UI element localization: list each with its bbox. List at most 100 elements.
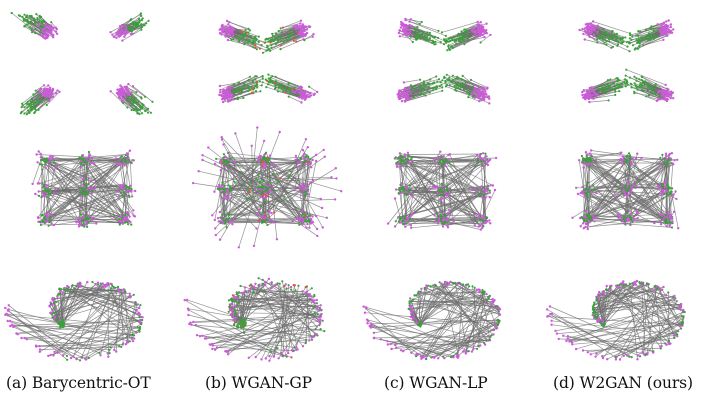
generated-point	[255, 75, 258, 78]
transport-line	[20, 95, 45, 114]
generated-point	[86, 225, 89, 228]
generated-point	[446, 188, 449, 192]
target-point	[47, 99, 51, 103]
target-point	[136, 303, 139, 306]
generated-point	[452, 354, 455, 357]
generated-point	[227, 299, 230, 302]
transport-line	[290, 171, 324, 228]
generated-point	[449, 80, 452, 83]
generated-point	[130, 30, 133, 33]
target-point	[56, 295, 59, 298]
sample-points	[31, 149, 137, 228]
transport-line	[295, 159, 301, 189]
generated-point	[42, 185, 45, 188]
generated-point	[30, 30, 34, 34]
transport-line	[7, 314, 89, 359]
target-point	[479, 21, 482, 24]
generated-point	[429, 34, 432, 37]
target-point	[225, 25, 228, 28]
target-point	[472, 92, 475, 95]
generated-point	[274, 42, 277, 46]
transport-line	[266, 188, 321, 200]
target-point	[79, 166, 82, 169]
generated-point	[428, 38, 431, 41]
target-point	[484, 196, 487, 199]
transport-line	[418, 291, 500, 315]
target-point	[293, 186, 296, 190]
transport-line	[406, 94, 420, 98]
target-point	[269, 154, 272, 157]
target-point	[312, 335, 315, 339]
target-point	[128, 149, 132, 152]
generated-point	[240, 30, 243, 33]
generated-point	[259, 205, 263, 208]
generated-point	[238, 322, 241, 325]
generated-point	[263, 214, 266, 217]
generated-point	[22, 19, 25, 22]
generated-point	[471, 85, 474, 88]
transport-line	[391, 339, 486, 350]
target-point	[52, 354, 55, 357]
generated-point	[313, 311, 316, 314]
transport-line	[72, 284, 138, 305]
target-point	[311, 35, 314, 38]
target-point	[475, 91, 478, 94]
generated-point	[442, 43, 446, 46]
generated-point	[451, 74, 454, 77]
target-point	[54, 91, 58, 95]
generated-point	[136, 107, 139, 110]
generated-point	[47, 224, 50, 227]
generated-point	[418, 22, 421, 25]
transport-line	[128, 92, 142, 108]
transport-line	[267, 33, 306, 51]
generated-point	[438, 85, 441, 88]
target-point	[213, 162, 217, 165]
generated-point	[128, 340, 131, 343]
generated-point	[254, 39, 258, 42]
transport-line	[4, 307, 68, 361]
transport-line	[227, 39, 245, 45]
target-point	[23, 336, 26, 340]
transport-line	[435, 285, 489, 337]
generated-point	[85, 184, 88, 187]
generated-point	[139, 304, 142, 307]
generated-point	[439, 40, 442, 44]
target-point	[262, 163, 266, 167]
generated-point	[31, 105, 34, 108]
generated-point	[49, 219, 52, 222]
generated-point	[420, 20, 423, 24]
target-point	[410, 226, 413, 229]
transport-line	[243, 284, 260, 328]
transport-line	[441, 283, 489, 341]
generated-point	[140, 19, 144, 22]
generated-point	[141, 25, 144, 28]
target-point	[260, 358, 263, 361]
generated-point	[118, 344, 121, 348]
target-point	[117, 28, 121, 32]
transport-line	[82, 158, 131, 223]
generated-point	[261, 289, 264, 292]
target-point	[55, 32, 59, 35]
generated-point	[307, 218, 310, 222]
transport-line	[202, 154, 270, 188]
target-point	[290, 349, 294, 352]
target-point	[117, 32, 120, 36]
transport-line	[226, 295, 315, 353]
target-point	[213, 218, 216, 222]
generated-point	[447, 45, 450, 48]
target-point	[310, 166, 313, 169]
generated-point	[124, 193, 127, 196]
target-point	[270, 219, 273, 222]
sample-points	[386, 150, 498, 231]
generated-point	[426, 90, 429, 93]
target-point	[470, 93, 473, 96]
generated-point	[227, 310, 230, 313]
target-point	[222, 196, 225, 200]
target-point	[123, 97, 126, 101]
target-point	[402, 81, 406, 84]
generated-point	[271, 172, 274, 175]
target-point	[223, 217, 226, 220]
generated-point	[240, 322, 243, 325]
target-point	[264, 164, 268, 167]
target-point	[122, 93, 125, 97]
